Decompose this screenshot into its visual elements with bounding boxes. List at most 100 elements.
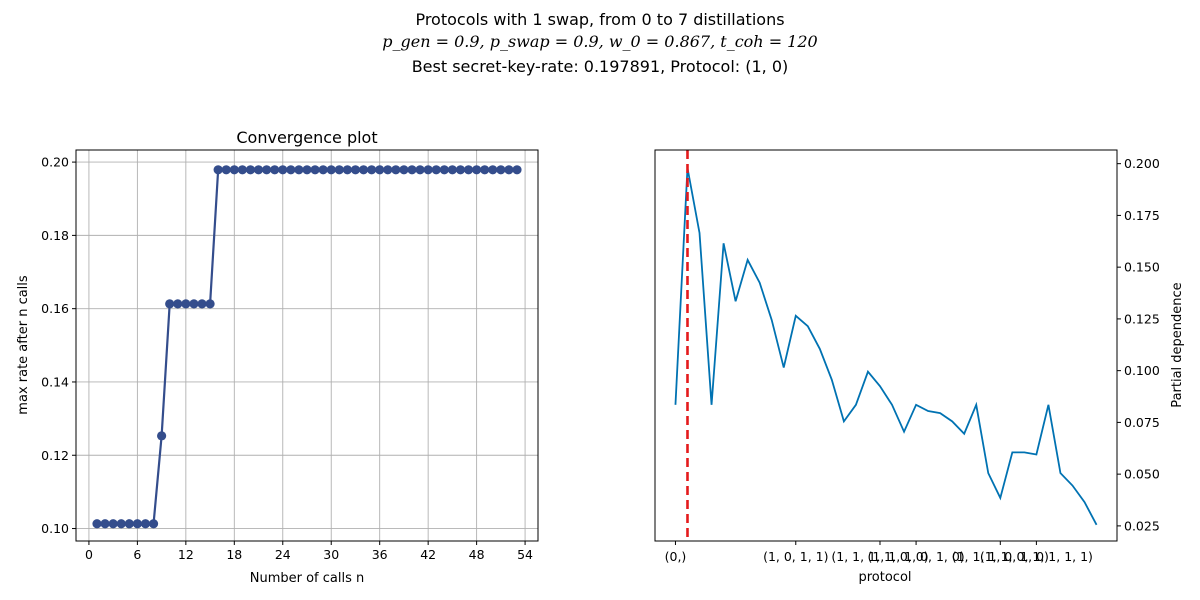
convergence-y-tick-label: 0.10 bbox=[41, 521, 69, 536]
convergence-point bbox=[237, 165, 247, 175]
convergence-point bbox=[262, 165, 272, 175]
convergence-point bbox=[124, 519, 134, 529]
convergence-point bbox=[229, 165, 239, 175]
convergence-point bbox=[245, 165, 256, 175]
convergence-point bbox=[310, 165, 320, 175]
convergence-point bbox=[512, 165, 522, 175]
convergence-point bbox=[334, 165, 344, 175]
convergence-point bbox=[213, 165, 223, 175]
convergence-point bbox=[189, 299, 199, 309]
partial-dependence-series bbox=[674, 150, 1098, 541]
convergence-point bbox=[148, 519, 159, 529]
convergence-point bbox=[383, 165, 393, 175]
convergence-plot: Convergence plot 0 6 12 18 24 30 36 42 48 540.100… bbox=[16, 128, 539, 586]
convergence-plot-title: Convergence plot bbox=[236, 128, 377, 147]
convergence-point bbox=[350, 165, 361, 175]
convergence-point bbox=[399, 165, 409, 175]
convergence-point bbox=[140, 519, 151, 529]
convergence-point bbox=[253, 165, 264, 175]
partial-dependence-y-tick-label: 0.050 bbox=[1124, 467, 1160, 482]
convergence-x-tick-label: 0 bbox=[85, 547, 93, 562]
convergence-x-tick-label: 6 bbox=[133, 547, 141, 562]
convergence-x-tick-label: 18 bbox=[226, 547, 242, 562]
partial-dependence-x-tick-label: (1, 1, 1, 1, 0, 0) bbox=[831, 549, 928, 564]
convergence-point bbox=[205, 299, 215, 309]
convergence-point bbox=[157, 431, 167, 441]
partial-dependence-y-tick-label: 0.125 bbox=[1124, 311, 1160, 326]
convergence-point bbox=[472, 165, 482, 175]
convergence-point bbox=[423, 165, 433, 175]
convergence-point bbox=[286, 165, 296, 175]
convergence-series bbox=[92, 165, 522, 529]
partial-dependence-x-tick-label: (1, 1, 1, 0, 1, 0) bbox=[952, 549, 1049, 564]
convergence-x-tick-label: 12 bbox=[178, 547, 194, 562]
convergence-point bbox=[108, 519, 118, 529]
partial-dependence-y-tick-label: 0.150 bbox=[1124, 260, 1160, 275]
convergence-y-tick-label: 0.20 bbox=[41, 155, 69, 170]
partial-dependence-y-tick-label: 0.100 bbox=[1124, 363, 1160, 378]
convergence-ylabel: max rate after n calls bbox=[16, 275, 31, 415]
convergence-point bbox=[358, 165, 369, 175]
convergence-frame bbox=[75, 149, 539, 542]
convergence-point bbox=[480, 165, 490, 175]
convergence-x-tick-label: 36 bbox=[372, 547, 388, 562]
figure-best-result: Best secret-key-rate: 0.197891, Protocol… bbox=[411, 57, 789, 76]
partial-dependence-ylabel: Partial dependence bbox=[1170, 282, 1185, 407]
partial-dependence-y-tick-label: 0.200 bbox=[1124, 156, 1160, 171]
convergence-x-tick-label: 30 bbox=[323, 547, 339, 562]
convergence-point bbox=[407, 165, 417, 175]
partial-dependence-y-tick-label: 0.075 bbox=[1124, 415, 1160, 430]
convergence-point bbox=[197, 299, 207, 309]
convergence-point bbox=[496, 165, 506, 175]
convergence-point bbox=[415, 165, 425, 175]
convergence-point bbox=[221, 165, 231, 175]
figure-parameters: p_gen = 0.9, p_swap = 0.9, w_0 = 0.867, … bbox=[382, 32, 818, 51]
convergence-point bbox=[181, 299, 191, 309]
partial-dependence-x-tick-label: (0,) bbox=[665, 549, 687, 564]
convergence-y-tick-label: 0.18 bbox=[41, 228, 69, 243]
convergence-point bbox=[391, 165, 401, 175]
convergence-xlabel: Number of calls n bbox=[250, 571, 365, 586]
partial-dependence-plot: 0.025 0.050 0.075 0.100 0.125 0.150 0.175 0.200… bbox=[654, 149, 1185, 585]
partial-dependence-ticks: 0.025 0.050 0.075 0.100 0.125 0.150 0.175 0.200… bbox=[665, 156, 1160, 564]
convergence-x-tick-label: 24 bbox=[275, 547, 291, 562]
partial-dependence-y-tick-label: 0.025 bbox=[1124, 518, 1160, 533]
partial-dependence-x-tick-label: (1, 1, 1, 0, 1, 0) bbox=[867, 549, 964, 564]
convergence-x-tick-label: 54 bbox=[517, 547, 533, 562]
partial-dependence-x-tick-label: (1, 0, 1, 1) bbox=[763, 549, 828, 564]
convergence-point bbox=[326, 165, 336, 175]
convergence-point bbox=[342, 165, 352, 175]
convergence-point bbox=[439, 165, 449, 175]
convergence-y-tick-label: 0.12 bbox=[41, 448, 69, 463]
convergence-point bbox=[375, 165, 385, 175]
convergence-point bbox=[488, 165, 498, 175]
convergence-point bbox=[132, 519, 142, 529]
convergence-point bbox=[294, 165, 304, 175]
convergence-point bbox=[318, 165, 328, 175]
convergence-line bbox=[97, 168, 517, 525]
convergence-point bbox=[278, 165, 288, 175]
convergence-point bbox=[302, 165, 312, 175]
partial-dependence-x-tick-label: (1, 1, 0, 1, 1, 1, 1) bbox=[980, 549, 1093, 564]
convergence-point bbox=[173, 299, 183, 309]
convergence-x-tick-label: 42 bbox=[420, 547, 436, 562]
convergence-grid bbox=[76, 150, 538, 541]
convergence-point bbox=[455, 165, 466, 175]
convergence-point bbox=[367, 165, 377, 175]
convergence-y-tick-label: 0.14 bbox=[41, 374, 69, 389]
convergence-point bbox=[165, 299, 175, 309]
partial-dependence-line bbox=[674, 167, 1098, 526]
convergence-y-tick-label: 0.16 bbox=[41, 301, 69, 316]
convergence-point bbox=[100, 519, 110, 529]
convergence-x-tick-label: 48 bbox=[469, 547, 485, 562]
partial-dependence-xlabel: protocol bbox=[858, 570, 911, 585]
convergence-point bbox=[92, 519, 102, 529]
convergence-point bbox=[270, 165, 280, 175]
convergence-point bbox=[447, 165, 457, 175]
convergence-point bbox=[504, 165, 514, 175]
convergence-point bbox=[463, 165, 474, 175]
partial-dependence-y-tick-label: 0.175 bbox=[1124, 208, 1160, 223]
convergence-ticks: 0 6 12 18 24 30 36 42 48 54 0.10 0.12 0.14 0.16 0.18 0.… bbox=[41, 155, 533, 562]
convergence-point bbox=[431, 165, 441, 175]
